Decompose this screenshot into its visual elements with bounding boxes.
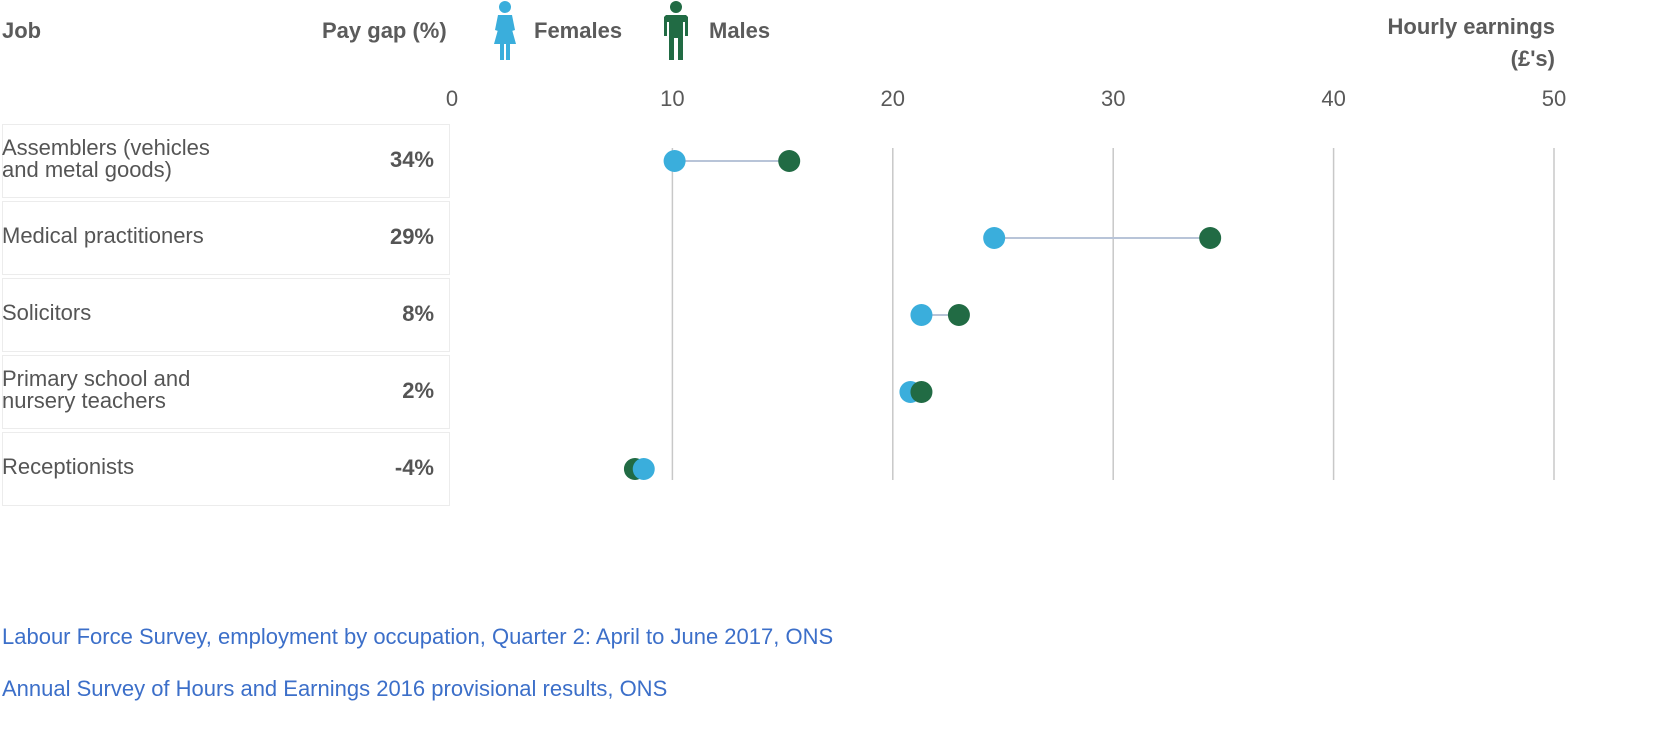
table-row <box>2 355 450 429</box>
axis-title-line2: (£'s) <box>1510 46 1555 71</box>
table-row <box>2 278 450 352</box>
job-label-line: and metal goods) <box>2 157 172 182</box>
axis-title-line1: Hourly earnings <box>1387 14 1555 39</box>
earnings-dumbbell-chart: 0 10 20 30 40 50 <box>446 86 1566 480</box>
job-label-line: Receptionists <box>2 454 135 479</box>
source-link-ashe[interactable]: Annual Survey of Hours and Earnings 2016… <box>2 676 668 701</box>
job-label-line: Medical practitioners <box>2 223 204 248</box>
male-point <box>778 150 801 172</box>
pay-gap-column-header: Pay gap (%) <box>322 18 447 43</box>
legend-males-label: Males <box>709 18 771 43</box>
male-figure-icon <box>664 1 688 60</box>
female-point <box>983 227 1006 249</box>
x-tick-label: 50 <box>1542 86 1566 111</box>
x-tick-label: 10 <box>660 86 684 111</box>
job-label: Primary school and nursery teachers <box>2 368 190 412</box>
pay-gap-value: 29% <box>389 224 434 249</box>
x-tick-label: 40 <box>1321 86 1345 111</box>
job-label-line: nursery teachers <box>2 388 166 413</box>
table-row <box>2 432 450 506</box>
source-link-lfs[interactable]: Labour Force Survey, employment by occup… <box>2 624 834 649</box>
job-label: Solicitors <box>2 302 91 324</box>
table-row <box>2 201 450 275</box>
job-label-line: Assemblers (vehicles <box>2 135 210 160</box>
legend-females-label: Females <box>534 18 623 43</box>
job-label: Receptionists <box>2 456 134 478</box>
x-tick-label: 20 <box>881 86 905 111</box>
job-column-header: Job <box>2 18 42 43</box>
female-point <box>910 304 933 326</box>
male-point <box>1199 227 1222 249</box>
x-tick-label: 30 <box>1101 86 1125 111</box>
female-point <box>663 150 686 172</box>
pay-gap-value: -4% <box>394 455 434 480</box>
female-figure-icon <box>494 1 516 60</box>
pay-gap-value: 34% <box>389 147 434 172</box>
male-point <box>947 304 970 326</box>
table-row <box>2 124 450 198</box>
male-point <box>910 381 933 403</box>
job-label-line: Primary school and <box>2 366 191 391</box>
job-label: Assemblers (vehicles and metal goods) <box>2 137 210 181</box>
job-label: Medical practitioners <box>2 225 204 247</box>
job-label-line: Solicitors <box>2 300 92 325</box>
pay-gap-value: 8% <box>402 301 434 326</box>
x-tick-label: 0 <box>446 86 458 111</box>
pay-gap-value: 2% <box>402 378 434 403</box>
female-point <box>632 458 655 480</box>
